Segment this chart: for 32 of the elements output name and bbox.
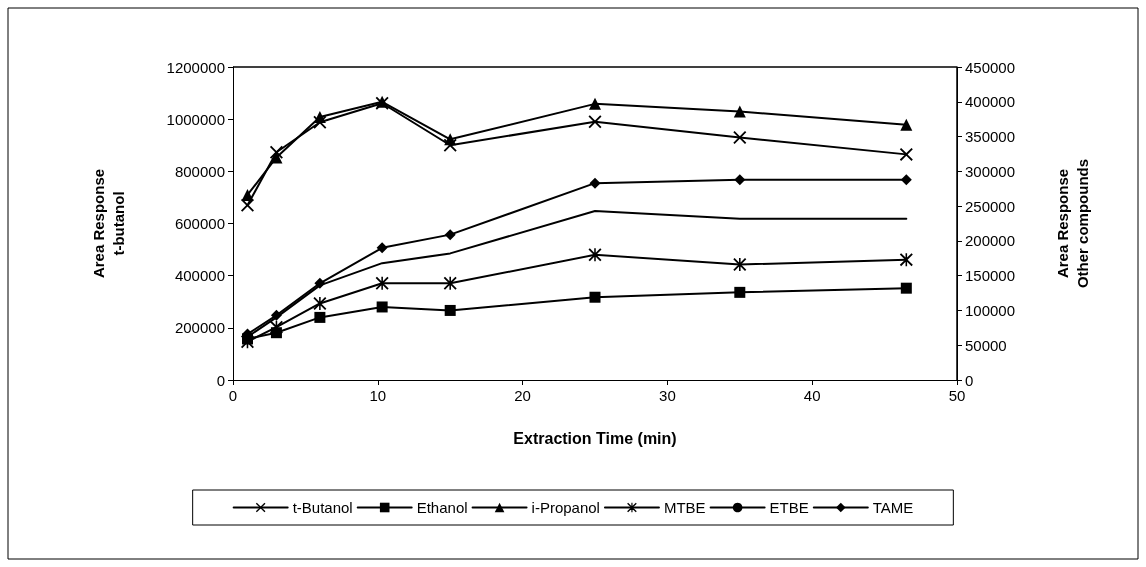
y2-tick-label: 0 [965, 371, 974, 389]
x-tick-label: 10 [369, 387, 387, 404]
legend-label: i-Propanol [531, 499, 600, 516]
y-axis-title: Area Response t-butanol [89, 168, 127, 279]
x-tick-label: 50 [948, 387, 966, 404]
x-axis-title: Extraction Time (min) [513, 429, 677, 447]
y-tick-label: 400000 [174, 267, 225, 285]
y-tick-label: 0 [216, 371, 225, 389]
y-tick-label: 600000 [174, 215, 225, 232]
y-tick-label: 1200000 [166, 58, 225, 76]
y2-tick-label: 150000 [965, 267, 1016, 285]
y2-tick-label: 350000 [965, 128, 1016, 146]
legend-label: t-Butanol [292, 499, 353, 516]
y2-tick-label: 200000 [965, 232, 1016, 250]
y-tick-label: 800000 [174, 162, 225, 180]
y2-axis-title: Area Response Other compounds [1053, 158, 1091, 289]
x-tick-label: 40 [803, 387, 821, 404]
legend-label: TAME [872, 499, 914, 516]
y2-tick-label: 450000 [965, 58, 1016, 76]
y2-tick-label: 400000 [965, 93, 1016, 111]
y-tick-label: 1000000 [166, 110, 225, 128]
legend-label: Ethanol [416, 499, 468, 516]
y2-tick-label: 300000 [965, 162, 1016, 180]
legend-label: ETBE [769, 499, 809, 516]
x-tick-label: 20 [514, 387, 531, 404]
x-tick-label: 30 [659, 387, 676, 404]
y-tick-label: 200000 [174, 319, 225, 337]
x-tick-label: 0 [228, 387, 238, 404]
y2-tick-label: 250000 [965, 197, 1016, 215]
legend-label: MTBE [663, 499, 706, 516]
y2-tick-label: 50000 [965, 336, 1007, 354]
y2-tick-label: 100000 [965, 301, 1016, 319]
